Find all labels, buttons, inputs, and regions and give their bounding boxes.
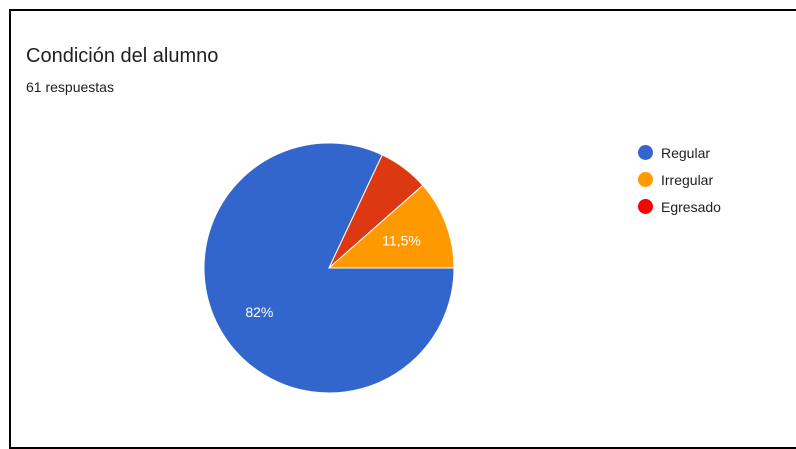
legend-item-egresado[interactable]: Egresado — [638, 193, 721, 220]
pie-slice-irregular[interactable] — [327, 184, 455, 269]
legend-label-irregular: Irregular — [661, 171, 714, 188]
legend-swatch-regular — [638, 145, 653, 160]
legend-label-regular: Regular — [661, 144, 711, 161]
chart-title: Condición del alumno — [26, 45, 219, 67]
pie-slice-regular[interactable] — [203, 142, 455, 394]
response-count: 61 respuestas — [26, 79, 114, 95]
legend-swatch-egresado — [638, 199, 653, 214]
legend-item-irregular[interactable]: Irregular — [638, 166, 721, 193]
data-label-regular: 82% — [245, 304, 273, 320]
data-label-irregular: 11,5% — [382, 233, 421, 249]
legend-label-egresado: Egresado — [661, 198, 721, 215]
legend-item-regular[interactable]: Regular — [638, 139, 721, 166]
legend: Regular Irregular Egresado — [638, 139, 721, 220]
pie-chart: 82% 11,5% — [203, 142, 455, 394]
legend-swatch-irregular — [638, 172, 653, 187]
